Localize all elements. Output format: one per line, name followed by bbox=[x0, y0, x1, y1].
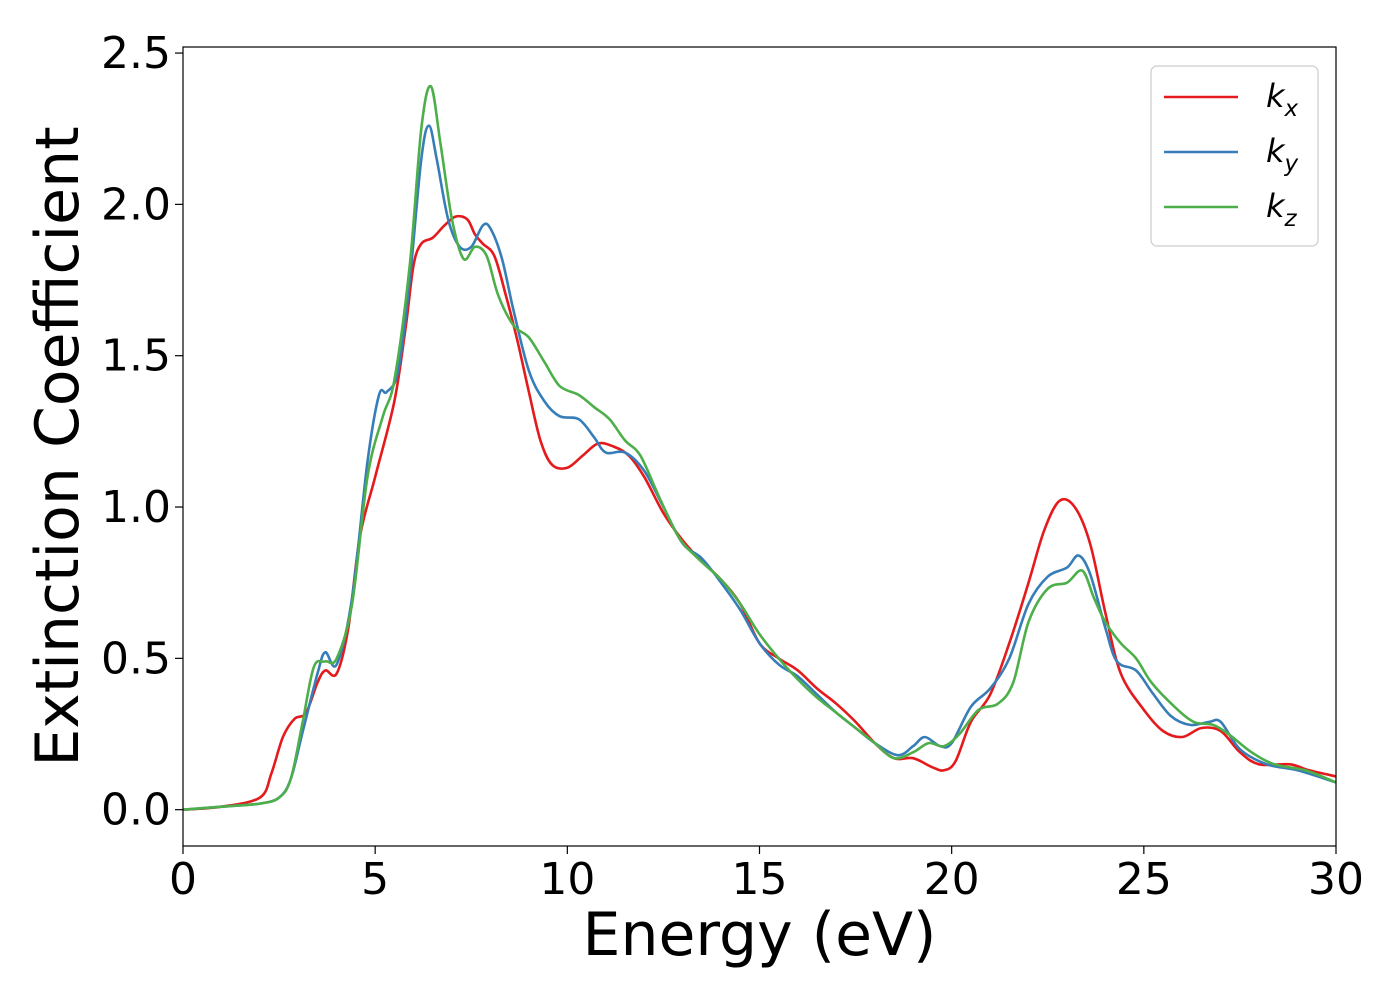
series-line-kz bbox=[182, 84, 1337, 811]
series-line-kx bbox=[182, 214, 1337, 811]
legend-label-subscript: y bbox=[1284, 151, 1299, 177]
y-tick-label: 2.5 bbox=[101, 28, 171, 79]
x-axis-title: Energy (eV) bbox=[583, 900, 937, 970]
legend-label-subscript: z bbox=[1284, 206, 1298, 232]
x-tick-label: 20 bbox=[924, 854, 980, 905]
y-tick-label: 1.5 bbox=[101, 331, 171, 382]
x-tick-label: 15 bbox=[732, 854, 788, 905]
x-tick-label: 25 bbox=[1116, 854, 1172, 905]
x-tick-label: 0 bbox=[169, 854, 197, 905]
legend-label-subscript: x bbox=[1284, 96, 1299, 122]
x-tick-label: 5 bbox=[361, 854, 389, 905]
legend-frame bbox=[1150, 65, 1319, 247]
x-axis-ticks: 0 5 10 15 20 25 30 bbox=[169, 846, 1364, 905]
y-tick-label: 1.0 bbox=[101, 482, 171, 533]
y-tick-label: 0.0 bbox=[101, 785, 171, 836]
y-tick-label: 0.5 bbox=[101, 633, 171, 684]
x-tick-label: 30 bbox=[1308, 854, 1364, 905]
y-axis-ticks: 0.0 0.5 1.0 1.5 2.0 2.5 bbox=[101, 28, 183, 836]
y-tick-label: 2.0 bbox=[101, 179, 171, 230]
plot-area-frame bbox=[182, 46, 1337, 847]
x-tick-label: 10 bbox=[539, 854, 595, 905]
y-axis-title: Extinction Coefficient bbox=[23, 126, 93, 766]
series-lines bbox=[182, 84, 1337, 811]
